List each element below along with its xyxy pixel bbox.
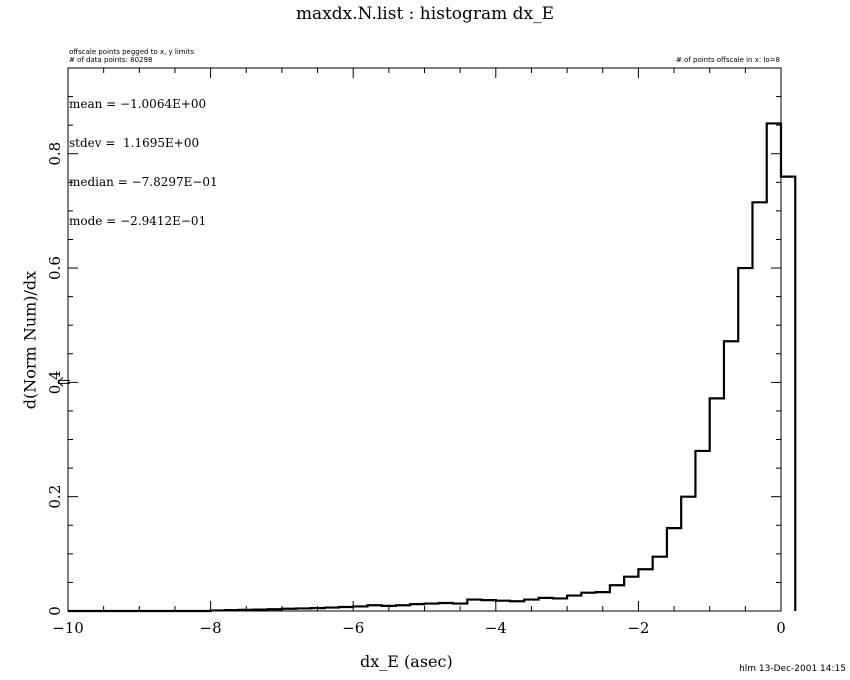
histogram-bin	[624, 577, 638, 611]
histogram-bin	[482, 600, 496, 611]
stat-stdev: stdev = 1.1695E+00	[69, 136, 200, 150]
histogram-step-line	[68, 122, 797, 613]
chart-title: maxdx.N.list : histogram dx_E	[295, 4, 555, 24]
offscale-count: # of points offscale in x: lo=8	[675, 56, 780, 64]
histogram-bin	[439, 603, 453, 611]
y-tick-label: 0.4	[46, 370, 64, 394]
x-tick-label: −4	[485, 619, 507, 637]
x-axis-label: dx_E (asec)	[360, 652, 453, 671]
histogram-bin	[553, 598, 567, 611]
histogram-bin	[724, 341, 738, 611]
histogram-bin	[610, 585, 624, 611]
histogram-bin	[781, 177, 795, 611]
histogram-bars	[68, 122, 797, 613]
histogram-bin	[767, 123, 781, 611]
x-tick-label: −6	[342, 619, 364, 637]
histogram-bin	[695, 451, 709, 611]
y-tick-label: 0.6	[46, 256, 64, 280]
x-tick-label: −8	[200, 619, 222, 637]
histogram-bin	[539, 598, 553, 611]
histogram-bin	[567, 596, 581, 611]
x-tick-label: 0	[776, 619, 786, 637]
histogram-bin	[710, 398, 724, 611]
y-tick-label: 0	[46, 606, 64, 616]
histogram-bin	[581, 593, 595, 611]
x-tick-label: −10	[52, 619, 84, 637]
histogram-bin	[752, 202, 766, 611]
offscale-arrow-icon	[57, 376, 70, 387]
y-tick-label: 0.2	[46, 485, 64, 509]
histogram-bin	[638, 569, 652, 611]
histogram-bin	[496, 601, 510, 611]
stat-mode: mode = −2.9412E−01	[69, 214, 207, 228]
offscale-note: offscale points pegged to x, y limits	[69, 48, 194, 56]
histogram-bin	[510, 601, 524, 611]
histogram-bin	[425, 604, 439, 611]
stats-block: mean = −1.0064E+00 stdev = 1.1695E+00 me…	[69, 72, 218, 241]
footer-timestamp: hlm 13-Dec-2001 14:15	[739, 664, 846, 674]
histogram-bin	[681, 497, 695, 611]
histogram-bin	[653, 557, 667, 611]
y-tick-label: 0.8	[46, 142, 64, 166]
stat-median: median = −7.8297E−01	[69, 175, 218, 189]
histogram-bin	[667, 528, 681, 611]
histogram-bin	[467, 600, 481, 611]
tick-labels: −10 −8 −6 −4 −2 0 0 0.2 0.4 0.6 0.8	[46, 142, 786, 637]
stat-mean: mean = −1.0064E+00	[69, 97, 207, 111]
x-tick-label: −2	[627, 619, 649, 637]
histogram-bin	[738, 268, 752, 611]
y-axis-label: d(Norm Num)/dx	[20, 270, 40, 410]
data-points-count: # of data points: 80298	[69, 56, 153, 64]
